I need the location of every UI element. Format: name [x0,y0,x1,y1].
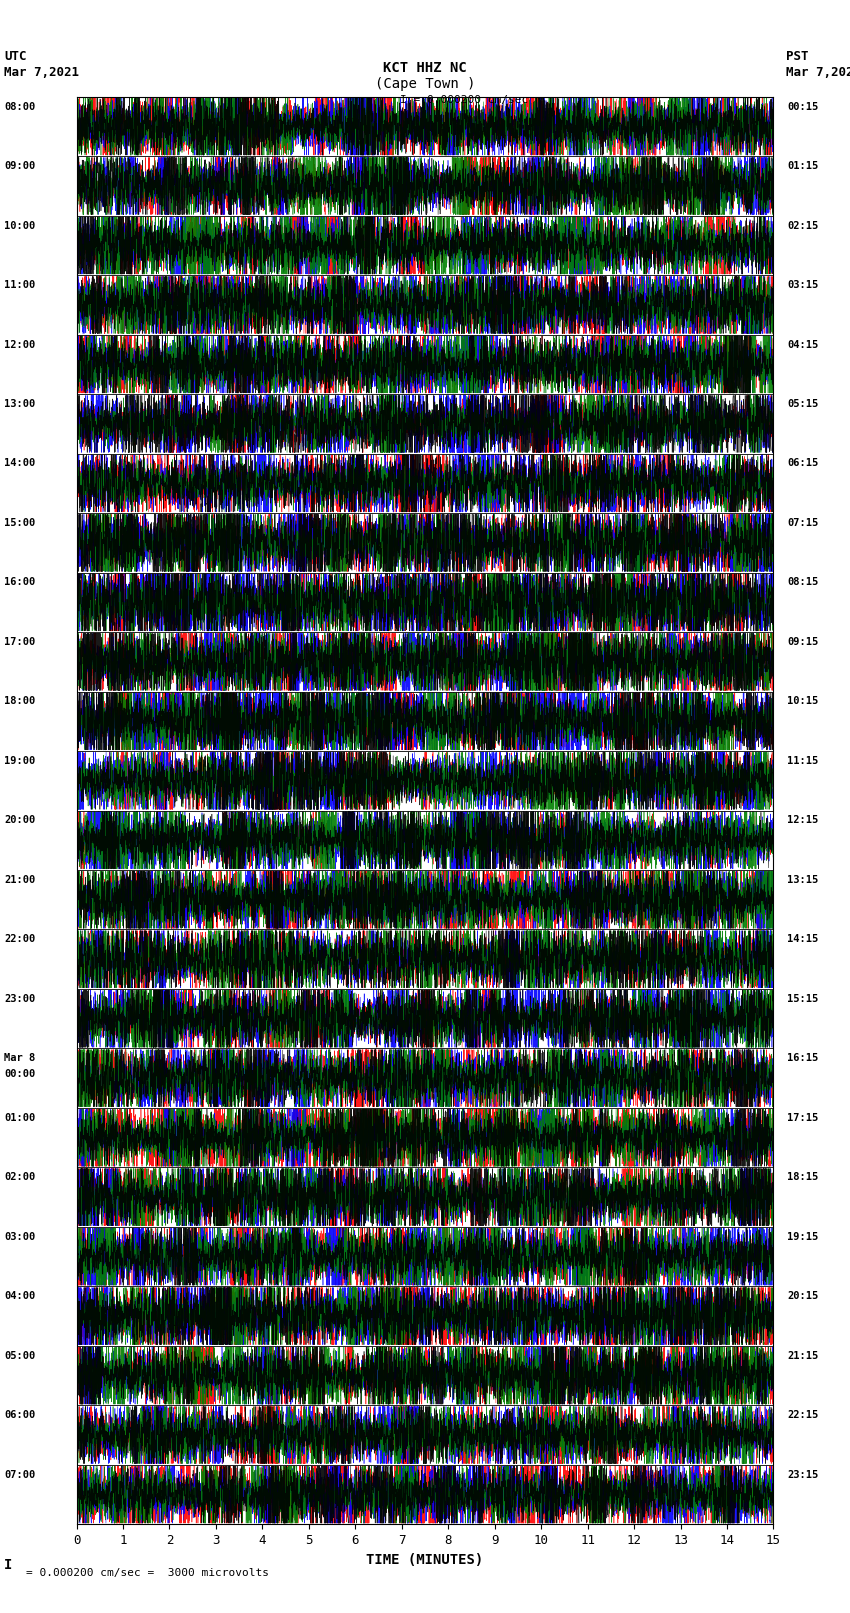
Text: 00:15: 00:15 [787,102,819,111]
Text: 16:15: 16:15 [787,1053,819,1063]
Text: 04:15: 04:15 [787,340,819,350]
Text: KCT HHZ NC: KCT HHZ NC [383,61,467,74]
Text: 21:00: 21:00 [4,874,36,886]
Text: 08:15: 08:15 [787,577,819,587]
Text: 09:00: 09:00 [4,161,36,171]
Text: 09:15: 09:15 [787,637,819,647]
Text: 20:15: 20:15 [787,1290,819,1302]
Text: 20:00: 20:00 [4,816,36,826]
Text: 16:00: 16:00 [4,577,36,587]
Text: 07:15: 07:15 [787,518,819,527]
Text: 19:00: 19:00 [4,756,36,766]
Text: 08:00: 08:00 [4,102,36,111]
X-axis label: TIME (MINUTES): TIME (MINUTES) [366,1553,484,1566]
Text: 21:15: 21:15 [787,1350,819,1361]
Text: Mar 7,2021: Mar 7,2021 [4,66,79,79]
Text: 15:00: 15:00 [4,518,36,527]
Text: 13:15: 13:15 [787,874,819,886]
Text: 22:15: 22:15 [787,1410,819,1419]
Text: 01:00: 01:00 [4,1113,36,1123]
Text: I: I [4,1558,13,1573]
Text: = 0.000200 cm/sec =  3000 microvolts: = 0.000200 cm/sec = 3000 microvolts [26,1568,269,1578]
Text: 18:00: 18:00 [4,697,36,706]
Text: 11:15: 11:15 [787,756,819,766]
Text: 10:00: 10:00 [4,221,36,231]
Text: 13:00: 13:00 [4,398,36,410]
Text: 11:00: 11:00 [4,281,36,290]
Text: 23:00: 23:00 [4,994,36,1003]
Text: Mar 8: Mar 8 [4,1053,36,1063]
Text: 05:00: 05:00 [4,1350,36,1361]
Text: 01:15: 01:15 [787,161,819,171]
Text: 14:15: 14:15 [787,934,819,944]
Text: 12:15: 12:15 [787,816,819,826]
Text: PST: PST [786,50,808,63]
Text: 17:00: 17:00 [4,637,36,647]
Text: 18:15: 18:15 [787,1173,819,1182]
Text: 19:15: 19:15 [787,1232,819,1242]
Text: Mar 7,2021: Mar 7,2021 [786,66,850,79]
Text: 02:00: 02:00 [4,1173,36,1182]
Text: (Cape Town ): (Cape Town ) [375,77,475,90]
Text: 06:15: 06:15 [787,458,819,468]
Text: 06:00: 06:00 [4,1410,36,1419]
Text: 02:15: 02:15 [787,221,819,231]
Text: 07:00: 07:00 [4,1469,36,1479]
Text: 03:00: 03:00 [4,1232,36,1242]
Text: 00:00: 00:00 [4,1069,36,1079]
Text: 23:15: 23:15 [787,1469,819,1479]
Text: 12:00: 12:00 [4,340,36,350]
Text: 04:00: 04:00 [4,1290,36,1302]
Text: UTC: UTC [4,50,26,63]
Text: 22:00: 22:00 [4,934,36,944]
Text: 14:00: 14:00 [4,458,36,468]
Text: 05:15: 05:15 [787,398,819,410]
Text: I = 0.000200 cm/sec: I = 0.000200 cm/sec [400,95,528,105]
Text: 03:15: 03:15 [787,281,819,290]
Text: 15:15: 15:15 [787,994,819,1003]
Text: 17:15: 17:15 [787,1113,819,1123]
Text: 10:15: 10:15 [787,697,819,706]
